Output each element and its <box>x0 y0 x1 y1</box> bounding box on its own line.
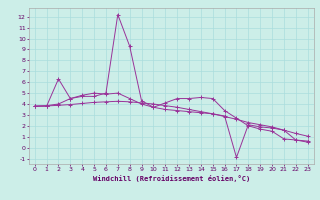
X-axis label: Windchill (Refroidissement éolien,°C): Windchill (Refroidissement éolien,°C) <box>92 175 250 182</box>
